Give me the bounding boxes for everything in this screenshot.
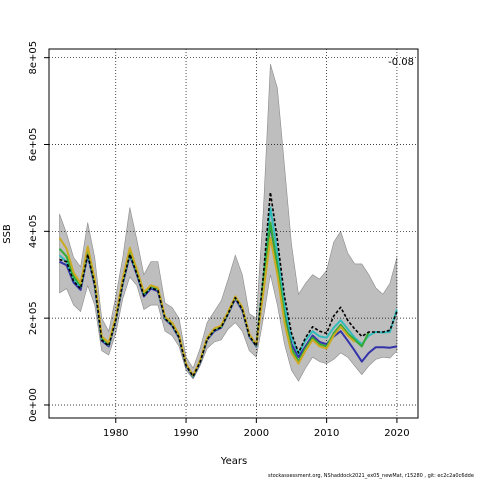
x-tick-label: 1990 — [173, 428, 198, 439]
plot-area: 1980 1990 2000 2010 2020 0e+00 2e+05 4e+05 6e+05… — [28, 41, 419, 439]
confidence-band — [59, 64, 398, 382]
x-tick-label: 2020 — [384, 428, 409, 439]
y-tick-label: 2e+05 — [28, 301, 39, 335]
y-axis-label: SSB — [2, 224, 13, 244]
y-tick-label: 4e+05 — [28, 214, 39, 248]
y-tick-label: 8e+05 — [28, 41, 39, 75]
y-tick-label: 0e+00 — [28, 388, 39, 422]
y-tick-label: 6e+05 — [28, 128, 39, 162]
x-tick-label: 1980 — [103, 428, 128, 439]
series-line-4 — [59, 191, 398, 378]
x-tick-label: 2010 — [314, 428, 339, 439]
retro-rho-annotation: -0.08 — [388, 57, 414, 68]
x-tick-label: 2000 — [244, 428, 269, 439]
plot-frame — [48, 48, 419, 419]
source-footnote: stockassessment.org, NShaddock2021_ex05_… — [268, 473, 474, 479]
x-axis-label: Years — [220, 456, 247, 467]
